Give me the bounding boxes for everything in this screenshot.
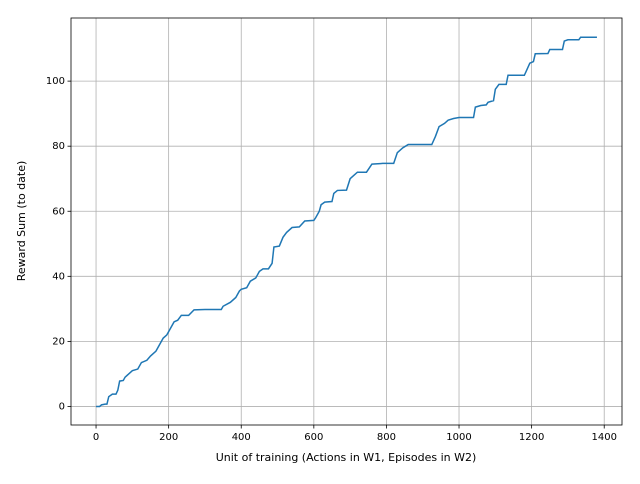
data-line (96, 36, 597, 408)
y-tick-label: 40 (52, 271, 65, 282)
x-axis-label: Unit of training (Actions in W1, Episode… (216, 451, 477, 464)
y-tick-label: 20 (52, 336, 65, 347)
plot-frame (70, 17, 623, 426)
x-tick-label: 600 (304, 432, 323, 443)
x-tick-label: 1000 (446, 432, 471, 443)
y-tick-label: 100 (46, 76, 65, 87)
x-tick-label: 400 (232, 432, 251, 443)
x-tick-label: 200 (159, 432, 178, 443)
y-tick-label: 80 (52, 141, 65, 152)
y-axis-label: Reward Sum (to date) (15, 161, 28, 282)
x-tick-label: 800 (377, 432, 396, 443)
x-tick-label: 0 (93, 432, 99, 443)
x-tick-label: 1200 (519, 432, 544, 443)
y-tick-label: 60 (52, 206, 65, 217)
y-tick-label: 0 (59, 401, 65, 412)
x-tick-label: 1400 (591, 432, 616, 443)
